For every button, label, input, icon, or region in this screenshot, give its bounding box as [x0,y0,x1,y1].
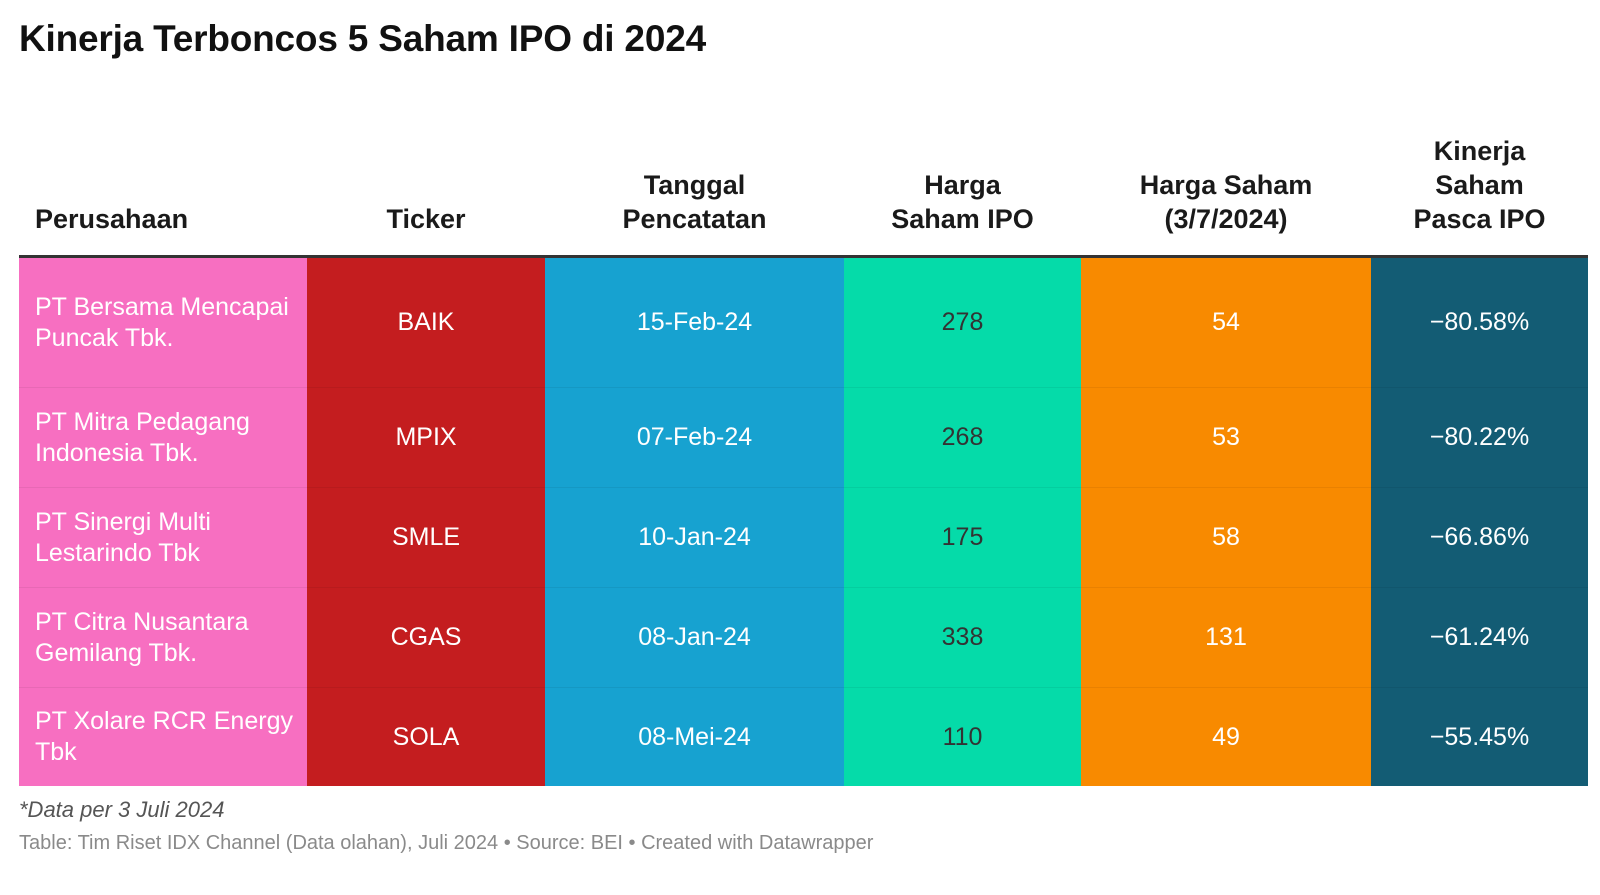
table-row: PT Bersama Mencapai Puncak Tbk. BAIK 15-… [19,256,1588,388]
ticker-cell: SOLA [307,687,545,786]
ipo-price-cell: 175 [844,487,1081,588]
current-price-cell: 58 [1081,487,1371,588]
table-row: PT Sinergi Multi Lestarindo Tbk SMLE 10-… [19,487,1588,588]
table-row: PT Citra Nusantara Gemilang Tbk. CGAS 08… [19,587,1588,688]
company-cell: PT Bersama Mencapai Puncak Tbk. [19,256,307,388]
ticker-cell: BAIK [307,256,545,388]
table-header-row: Perusahaan Ticker Tanggal Pencatatan Har… [19,112,1588,258]
current-price-cell: 54 [1081,256,1371,388]
company-cell: PT Mitra Pedagang Indonesia Tbk. [19,387,307,488]
chart-title: Kinerja Terboncos 5 Saham IPO di 2024 [19,18,706,59]
listing-date-cell: 08-Jan-24 [545,587,844,688]
listing-date-cell: 08-Mei-24 [545,687,844,786]
performance-cell: −80.22% [1371,387,1588,488]
table-row: PT Xolare RCR Energy Tbk SOLA 08-Mei-24 … [19,687,1588,786]
ticker-cell: CGAS [307,587,545,688]
ipo-price-cell: 338 [844,587,1081,688]
column-header-harga-saham-ipo: Harga Saham IPO [844,112,1081,258]
ipo-price-cell: 278 [844,256,1081,388]
performance-cell: −61.24% [1371,587,1588,688]
company-cell: PT Xolare RCR Energy Tbk [19,687,307,786]
column-header-harga-saham-terkini: Harga Saham (3/7/2024) [1081,112,1371,258]
ipo-performance-table: Perusahaan Ticker Tanggal Pencatatan Har… [19,112,1588,786]
column-header-perusahaan: Perusahaan [19,112,307,258]
data-note: *Data per 3 Juli 2024 [19,797,225,822]
current-price-cell: 53 [1081,387,1371,488]
listing-date-cell: 15-Feb-24 [545,256,844,388]
column-header-kinerja-pasca-ipo: Kinerja Saham Pasca IPO [1371,112,1588,258]
listing-date-cell: 10-Jan-24 [545,487,844,588]
source-credit: Table: Tim Riset IDX Channel (Data olaha… [19,832,874,854]
table-row: PT Mitra Pedagang Indonesia Tbk. MPIX 07… [19,387,1588,488]
column-header-tanggal-pencatatan: Tanggal Pencatatan [545,112,844,258]
company-cell: PT Sinergi Multi Lestarindo Tbk [19,487,307,588]
current-price-cell: 49 [1081,687,1371,786]
performance-cell: −55.45% [1371,687,1588,786]
current-price-cell: 131 [1081,587,1371,688]
ticker-cell: SMLE [307,487,545,588]
ticker-cell: MPIX [307,387,545,488]
column-header-ticker: Ticker [307,112,545,258]
performance-cell: −66.86% [1371,487,1588,588]
ipo-price-cell: 268 [844,387,1081,488]
listing-date-cell: 07-Feb-24 [545,387,844,488]
ipo-price-cell: 110 [844,687,1081,786]
performance-cell: −80.58% [1371,256,1588,388]
company-cell: PT Citra Nusantara Gemilang Tbk. [19,587,307,688]
